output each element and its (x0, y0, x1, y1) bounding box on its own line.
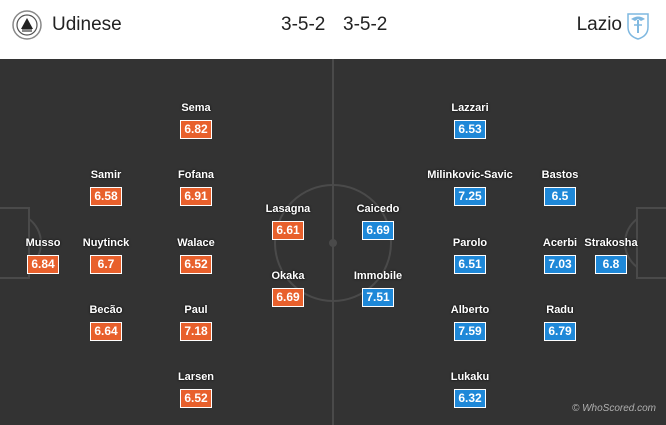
player-rating: 6.5 (544, 187, 576, 206)
player-name: Becão (89, 304, 123, 316)
player-name: Sema (181, 102, 211, 114)
player-lazzari[interactable]: Lazzari 6.53 (415, 102, 525, 139)
player-nuytinck[interactable]: Nuytinck 6.7 (51, 237, 161, 274)
player-rating: 6.51 (454, 255, 486, 274)
player-rating: 6.61 (272, 221, 304, 240)
player-okaka[interactable]: Okaka 6.69 (233, 270, 343, 307)
player-fofana[interactable]: Fofana 6.91 (141, 169, 251, 206)
player-name: Samir (90, 169, 122, 181)
player-rating: 6.53 (454, 120, 486, 139)
player-name: Alberto (450, 304, 490, 316)
player-samir[interactable]: Samir 6.58 (51, 169, 161, 206)
player-name: Radu (546, 304, 574, 316)
pitch: Musso 6.84 Samir 6.58 Nuytinck 6.7 Becão… (0, 59, 666, 425)
player-name: Nuytinck (82, 237, 130, 249)
player-name: Paul (184, 304, 208, 316)
player-lukaku[interactable]: Lukaku 6.32 (415, 371, 525, 408)
player-rating: 6.52 (180, 389, 212, 408)
player-immobile[interactable]: Immobile 7.51 (323, 270, 433, 307)
player-rating: 6.32 (454, 389, 486, 408)
player-musso[interactable]: Musso 6.84 (0, 237, 98, 274)
player-larsen[interactable]: Larsen 6.52 (141, 371, 251, 408)
player-name: Walace (177, 237, 215, 249)
match-header: Udinese 3-5-2 3-5-2 Lazio (0, 0, 666, 54)
away-formation: 3-5-2 (343, 14, 388, 35)
player-paul[interactable]: Paul 7.18 (141, 304, 251, 341)
player-name: Caicedo (356, 203, 400, 215)
player-radu[interactable]: Radu 6.79 (505, 304, 615, 341)
player-rating: 7.25 (454, 187, 486, 206)
player-rating: 6.84 (27, 255, 59, 274)
player-name: Musso (25, 237, 61, 249)
player-name: Lazzari (451, 102, 489, 114)
player-milinkovic-savic[interactable]: Milinkovic-Savic 7.25 (415, 169, 525, 206)
player-alberto[interactable]: Alberto 7.59 (415, 304, 525, 341)
player-bastos[interactable]: Bastos 6.5 (505, 169, 615, 206)
lazio-eagle-crest-icon (627, 13, 649, 40)
player-rating: 6.69 (362, 221, 394, 240)
player-parolo[interactable]: Parolo 6.51 (415, 237, 525, 274)
player-lasagna[interactable]: Lasagna 6.61 (233, 203, 343, 240)
player-rating: 6.79 (544, 322, 576, 341)
player-becao[interactable]: Becão 6.64 (51, 304, 161, 341)
player-name: Parolo (452, 237, 488, 249)
player-rating: 7.51 (362, 288, 394, 307)
player-acerbi[interactable]: Acerbi 7.03 (505, 237, 615, 274)
player-rating: 6.52 (180, 255, 212, 274)
player-name: Okaka (271, 270, 305, 282)
player-walace[interactable]: Walace 6.52 (141, 237, 251, 274)
player-name: Strakosha (584, 237, 638, 249)
player-rating: 7.18 (180, 322, 212, 341)
player-rating: 6.58 (90, 187, 122, 206)
player-name: Fofana (177, 169, 215, 181)
player-strakosha[interactable]: Strakosha 6.8 (556, 237, 666, 274)
player-name: Lasagna (265, 203, 311, 215)
whoscored-credit: © WhoScored.com (571, 403, 656, 414)
player-caicedo[interactable]: Caicedo 6.69 (323, 203, 433, 240)
player-name: Lukaku (450, 371, 490, 383)
player-name: Bastos (541, 169, 579, 181)
player-rating: 7.03 (544, 255, 576, 274)
player-rating: 6.64 (90, 322, 122, 341)
player-name: Acerbi (542, 237, 578, 249)
udinese-crest-icon (12, 10, 42, 40)
away-team-name: Lazio (576, 14, 622, 35)
pitch-markings (0, 59, 666, 425)
player-rating: 7.59 (454, 322, 486, 341)
player-rating: 6.82 (180, 120, 212, 139)
player-rating: 6.91 (180, 187, 212, 206)
player-rating: 6.8 (595, 255, 627, 274)
player-name: Larsen (177, 371, 215, 383)
player-name: Milinkovic-Savic (427, 169, 513, 181)
player-sema[interactable]: Sema 6.82 (141, 102, 251, 139)
home-formation: 3-5-2 (281, 14, 326, 35)
player-name: Immobile (353, 270, 403, 282)
home-team-name: Udinese (52, 14, 122, 35)
player-rating: 6.7 (90, 255, 122, 274)
player-rating: 6.69 (272, 288, 304, 307)
